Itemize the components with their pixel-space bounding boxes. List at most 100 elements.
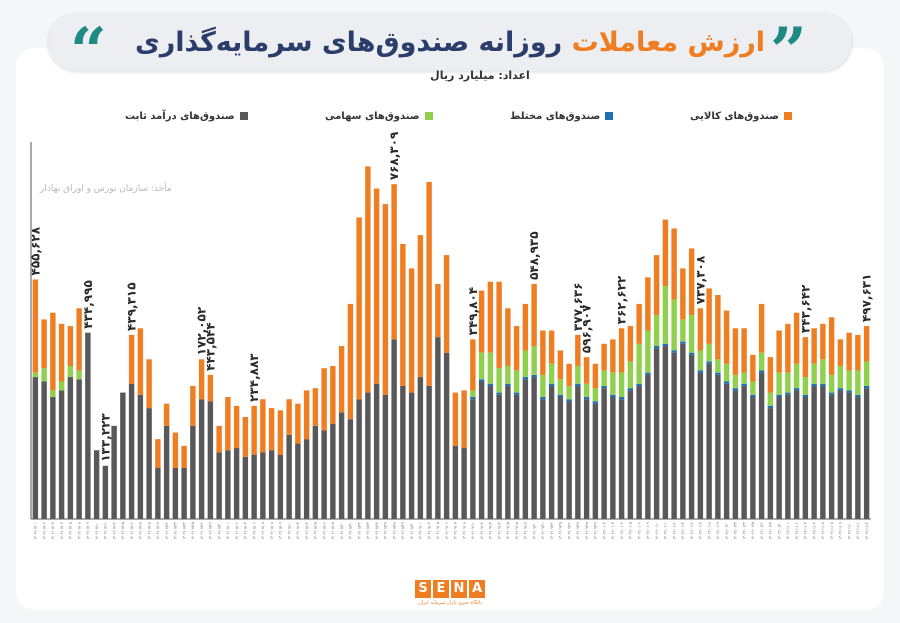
bar-segment [592,401,599,404]
bar-segment [513,392,520,395]
bar-segment [496,368,502,393]
x-tick-label: ۱۴۰۲/۰۹/۰۱ [419,522,423,540]
bar-segment [531,346,537,375]
x-tick-label: ۱۴۰۲/۰۸/۱۰ [287,522,291,540]
bar-segment [58,390,65,519]
bar-segment [811,328,817,364]
x-tick-label: ۱۴۰۲/۰۹/۱۵ [506,522,510,540]
logo-letter: A [469,580,485,598]
bar-segment [58,323,65,382]
bar-segment [505,365,511,384]
x-tick-label: ۱۴۰۲/۰۷/۰۲ [42,522,46,540]
x-tick-label: ۱۴۰۲/۰۸/۳۰ [410,522,414,540]
bar-segment [636,343,642,384]
bar-segment [610,339,616,373]
bar-segment [400,244,406,386]
x-tick-label: ۱۴۰۲/۰۷/۱۲ [112,522,116,540]
bar-segment [741,383,747,386]
bar-segment [225,450,231,519]
bar-segment [41,319,47,369]
bar-segment [522,377,529,380]
bar-segment [85,332,91,519]
bar-segment [811,385,817,519]
x-tick-label: ۱۴۰۲/۰۷/۲۶ [200,522,204,540]
bar-segment [601,385,607,389]
bar-segment [277,454,284,519]
bar-segment [198,399,205,519]
x-tick-label: ۱۴۰۲/۰۷/۱۰ [95,522,99,540]
x-tick-label: ۱۴۰۲/۱۱/۰۱ [786,522,790,540]
x-tick-label: ۱۴۰۲/۰۷/۱۶ [130,522,134,540]
bar-segment [697,350,704,371]
value-annotation: ۱۷۲,۰۵۲ [195,306,209,355]
bar-segment [610,397,616,519]
x-tick-label: ۱۴۰۲/۰۹/۱۲ [480,522,484,540]
bar-segment [610,394,616,398]
bar-segment [837,388,844,391]
bar-segment [793,388,800,391]
bar-segment [120,392,126,519]
bar-segment [750,354,756,382]
bar-segment [706,361,712,364]
bar-segment [557,379,564,395]
bar-segment [67,377,74,519]
bar-segment [583,383,590,398]
bar-segment [750,381,756,395]
bar-segment [216,452,222,519]
bar-segment [102,465,109,519]
bar-segment [732,328,739,375]
bar-segment [583,397,590,400]
bar-segment [802,394,809,398]
bar-segment [216,425,222,453]
sena-logo: S E N A [414,580,486,598]
x-tick-label: ۱۴۰۲/۱۰/۰۵ [629,522,633,540]
bar-segment [50,390,56,398]
bar-segment [155,439,161,468]
bar-segment [855,397,861,519]
bar-segment [382,204,389,395]
bar-segment [295,443,301,519]
x-tick-label: ۱۴۰۲/۱۱/۰۹ [839,522,843,540]
bar-segment [566,399,572,402]
bar-segment [776,397,782,519]
title-main: روزانه صندوق‌های سرمایه‌گذاری [134,27,563,58]
bar-segment [461,448,467,519]
bar-segment [566,385,572,400]
legend-label: صندوق‌های کالایی [690,110,779,122]
bar-segment [338,346,345,413]
bar-segment [680,343,686,519]
bar-segment [855,370,861,395]
x-tick-label: ۱۴۰۲/۰۷/۲۹ [209,522,213,540]
x-tick-label: ۱۴۰۲/۰۹/۲۷ [576,522,580,540]
bar-segment [802,377,809,395]
bar-segment [653,348,660,519]
bar-segment [601,370,607,386]
x-tick-label: ۱۴۰۲/۰۸/۰۶ [252,522,256,540]
legend-item-fixed-income: صندوق‌های درآمد ثابت [125,108,248,124]
legend: صندوق‌های کالایی صندوق‌های مختلط صندوق‌ه… [0,108,900,128]
x-tick-label: ۱۴۰۲/۱۰/۰۹ [646,522,650,540]
bar-segment [251,405,257,455]
bar-segment [820,383,826,386]
footer-logo: S E N A پایگاه خبری بازار سرمایه ایران [405,577,495,606]
value-annotation: ۴۹۷,۶۳۱ [860,274,874,323]
bar-segment [426,385,432,519]
bar-segment [50,397,56,519]
bar-segment [715,295,721,360]
bar-segment [846,370,852,391]
bar-segment [645,372,651,375]
bar-segment [382,394,389,519]
bar-segment [715,374,721,519]
x-tick-label: ۱۴۰۲/۰۸/۲۳ [366,522,370,540]
bar-segment [373,383,380,519]
bar-segment [347,303,354,420]
x-tick-label: ۱۴۰۲/۱۱/۱۴ [865,522,869,540]
bar-segment [67,365,74,378]
bar-segment [802,397,809,519]
bar-segment [321,368,327,431]
x-tick-label: ۱۴۰۲/۱۱/۰۳ [804,522,808,540]
bar-segment [67,326,74,366]
bar-segment [750,397,756,519]
bar-segment [277,410,284,455]
bar-segment [566,363,572,386]
